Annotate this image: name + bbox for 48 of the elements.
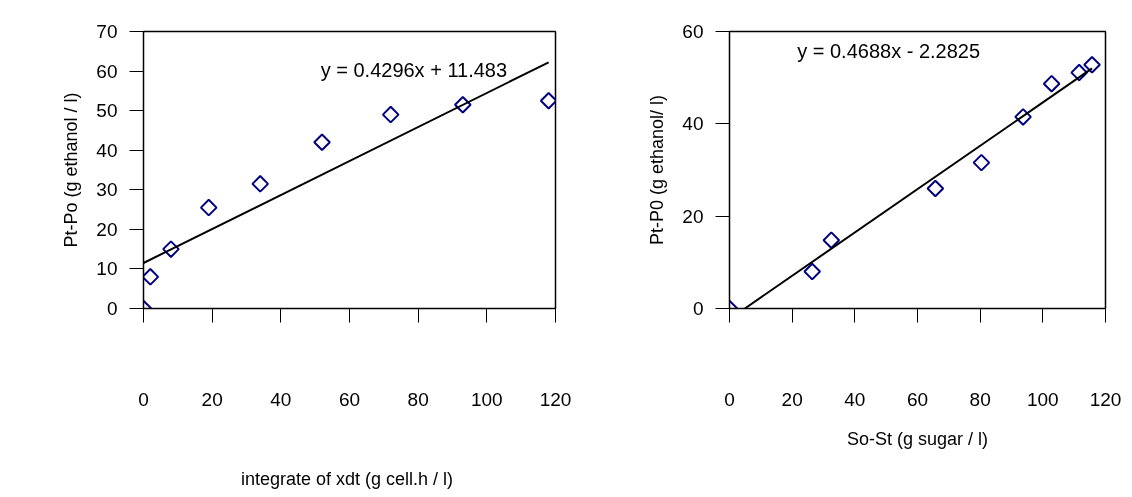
point — [143, 268, 160, 286]
y-tick-label: 30 — [96, 179, 118, 201]
y-tick-label: 10 — [96, 258, 118, 280]
x-tick-label: 60 — [338, 388, 361, 410]
y-tick-label: 40 — [682, 113, 704, 135]
y-tick-label: 0 — [692, 298, 704, 319]
y-tick-label: 40 — [96, 139, 118, 161]
x-tick-label: 0 — [724, 388, 735, 410]
y-tick-label: 50 — [96, 100, 118, 122]
x-tick-label: 40 — [844, 388, 866, 410]
y-tick-label: 20 — [96, 218, 118, 240]
y-tick-label: 20 — [682, 205, 704, 227]
x-tick-label: 20 — [201, 388, 223, 410]
point — [199, 198, 218, 217]
point — [803, 262, 821, 281]
point — [381, 105, 400, 124]
x-tick-label: 40 — [270, 388, 292, 410]
point — [454, 95, 472, 114]
point — [539, 91, 556, 110]
x-tick-label: 20 — [781, 388, 803, 410]
y-axis-title: Pt-Po (g ethanol / l) — [61, 92, 82, 248]
y-tick-label: 0 — [106, 298, 118, 319]
x-tick-label: 120 — [539, 388, 572, 410]
y-tick-label: 70 — [96, 21, 118, 42]
y-axis-title: Pt-P0 (g ethanol/ l) — [647, 94, 668, 246]
x-tick-label: 120 — [1089, 388, 1122, 410]
annotation: y = 0.4296x + 11.483 — [320, 59, 508, 82]
point — [251, 175, 270, 193]
point — [313, 133, 331, 152]
point — [1083, 55, 1101, 74]
point — [162, 240, 180, 258]
x-axis-title: integrate of xdt (g cell.h / l) — [240, 468, 454, 489]
x-axis-title: So-St (g sugar / l) — [846, 428, 989, 449]
y-tick-label: 60 — [682, 21, 704, 42]
x-tick-label: 80 — [969, 388, 991, 410]
x-tick-label: 100 — [1026, 388, 1059, 410]
y-tick-label: 60 — [96, 60, 118, 82]
point — [972, 153, 991, 172]
x-tick-label: 0 — [138, 388, 149, 410]
x-tick-label: 60 — [906, 388, 929, 410]
point — [1070, 63, 1088, 82]
point — [822, 231, 841, 249]
x-tick-label: 100 — [470, 388, 503, 410]
point — [1042, 74, 1061, 93]
point — [926, 179, 945, 198]
x-tick-label: 80 — [407, 388, 429, 410]
point — [1014, 108, 1032, 126]
annotation: y = 0.4688x - 2.2825 — [797, 39, 981, 62]
